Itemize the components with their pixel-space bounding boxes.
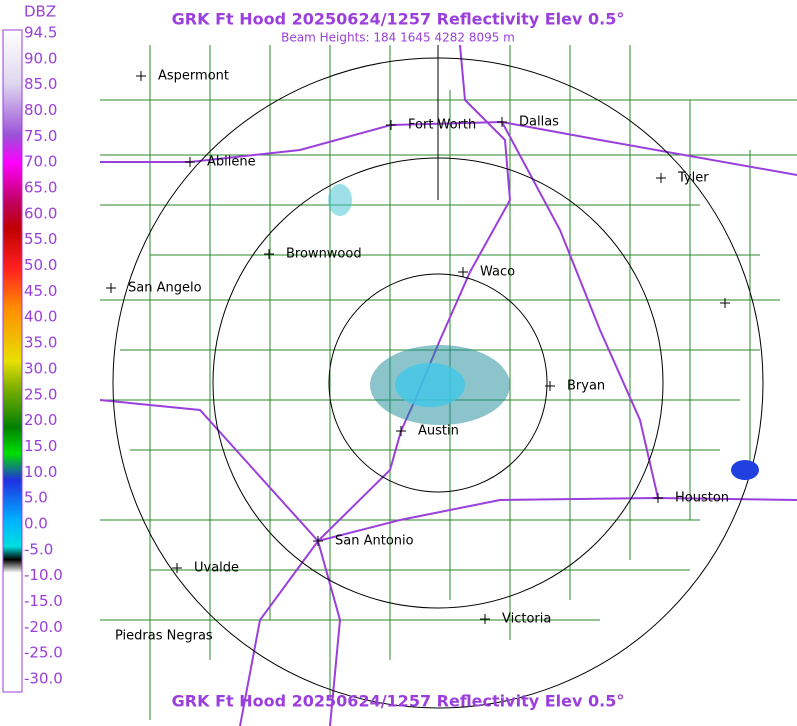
city-marker bbox=[106, 283, 116, 293]
city-label: Bryan bbox=[567, 379, 605, 394]
city-label: Aspermont bbox=[158, 69, 229, 84]
legend-label: -25.0 bbox=[24, 644, 63, 662]
legend-label: 85.0 bbox=[24, 75, 57, 93]
city-label: San Angelo bbox=[128, 281, 202, 296]
city-marker bbox=[396, 426, 406, 436]
legend-label: 25.0 bbox=[24, 385, 57, 403]
city-label: Dallas bbox=[519, 115, 559, 130]
legend-label: 90.0 bbox=[24, 49, 57, 67]
city-label: Uvalde bbox=[194, 561, 239, 576]
legend-label: 20.0 bbox=[24, 411, 57, 429]
color-bar bbox=[2, 29, 23, 693]
legend-label: 55.0 bbox=[24, 230, 57, 248]
city-marker bbox=[720, 298, 730, 308]
city-label: Fort Worth bbox=[408, 118, 476, 133]
city-marker bbox=[458, 267, 468, 277]
city-marker bbox=[264, 249, 274, 259]
city-marker bbox=[497, 117, 507, 127]
legend-label: 45.0 bbox=[24, 282, 57, 300]
legend-label: 30.0 bbox=[24, 359, 57, 377]
legend-label: 50.0 bbox=[24, 256, 57, 274]
legend-label: 65.0 bbox=[24, 179, 57, 197]
city-label: Brownwood bbox=[286, 247, 362, 262]
city-marker bbox=[386, 120, 396, 130]
legend-label: -5.0 bbox=[24, 540, 53, 558]
city-label: San Antonio bbox=[335, 534, 414, 549]
city-label: Houston bbox=[675, 491, 729, 506]
city-label: Austin bbox=[418, 424, 459, 439]
city-label: Tyler bbox=[677, 171, 709, 186]
city-label: Piedras Negras bbox=[115, 629, 213, 644]
footer-title: GRK Ft Hood 20250624/1257 Reflectivity E… bbox=[172, 692, 625, 711]
legend-label: 60.0 bbox=[24, 204, 57, 222]
city-label: Victoria bbox=[502, 612, 551, 627]
legend-label: -30.0 bbox=[24, 670, 63, 688]
title: GRK Ft Hood 20250624/1257 Reflectivity E… bbox=[172, 10, 625, 29]
legend-label: 0.0 bbox=[24, 514, 48, 532]
legend-label: -10.0 bbox=[24, 566, 63, 584]
city-marker bbox=[656, 173, 666, 183]
echoes bbox=[328, 184, 759, 480]
legend-label: 5.0 bbox=[24, 489, 48, 507]
legend-label: -20.0 bbox=[24, 618, 63, 636]
legend-label: -15.0 bbox=[24, 592, 63, 610]
city-label: Abilene bbox=[207, 155, 256, 170]
legend-label: 10.0 bbox=[24, 463, 57, 481]
city-marker bbox=[480, 614, 490, 624]
subtitle: Beam Heights: 184 1645 4282 8095 m bbox=[281, 31, 515, 45]
city-marker bbox=[313, 536, 323, 546]
legend-title: DBZ bbox=[24, 3, 56, 21]
legend-label: 70.0 bbox=[24, 153, 57, 171]
range-rings bbox=[112, 45, 764, 709]
legend-label: 75.0 bbox=[24, 127, 57, 145]
city-marker bbox=[545, 381, 555, 391]
legend-label: 80.0 bbox=[24, 101, 57, 119]
city-marker bbox=[185, 157, 195, 167]
legend-label: 94.5 bbox=[24, 24, 57, 42]
city-marker bbox=[136, 71, 146, 81]
city-label: Waco bbox=[480, 265, 515, 280]
legend-label: 15.0 bbox=[24, 437, 57, 455]
legend-label: 35.0 bbox=[24, 334, 57, 352]
city-marker bbox=[653, 493, 663, 503]
legend-label: 40.0 bbox=[24, 308, 57, 326]
city-marker bbox=[172, 563, 182, 573]
